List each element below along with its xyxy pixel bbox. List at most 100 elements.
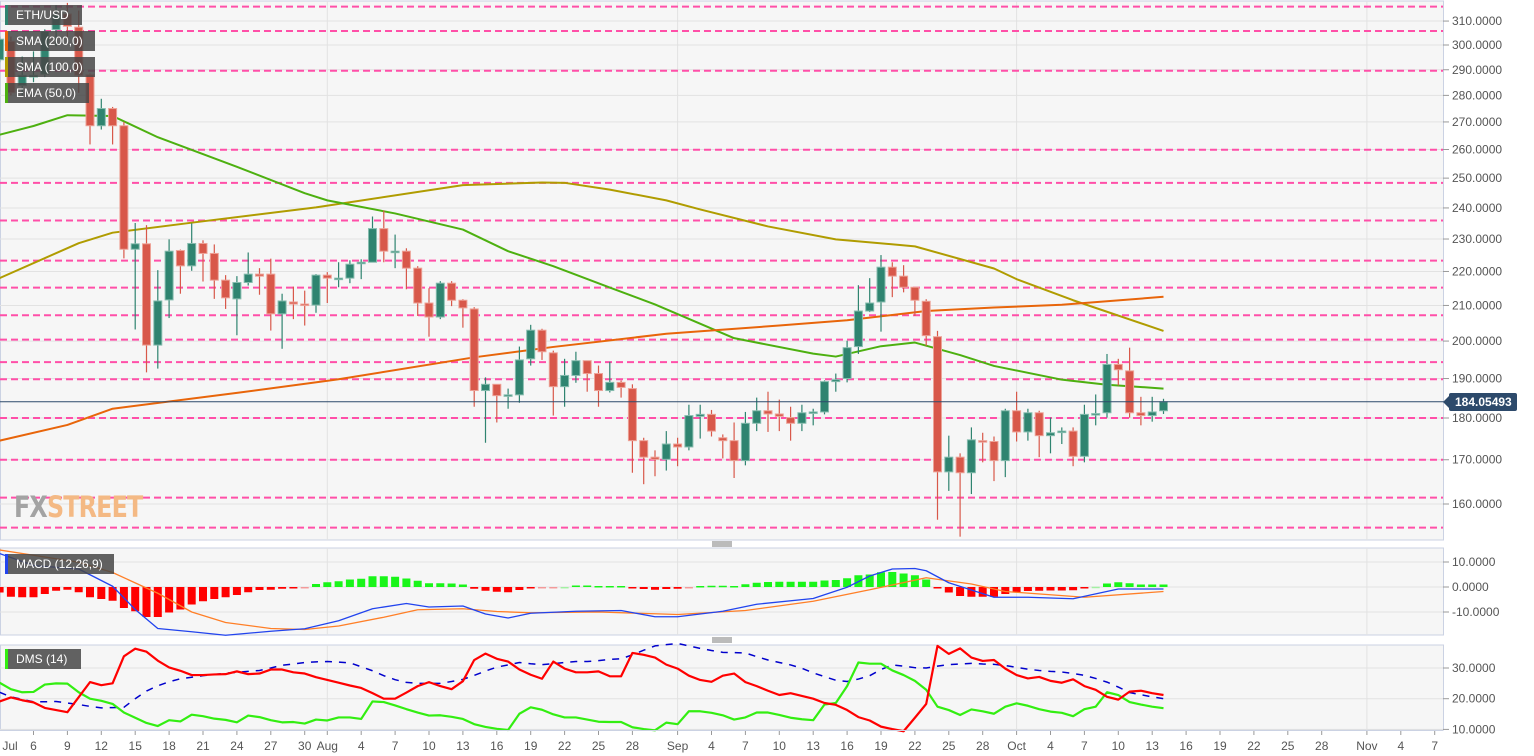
macd-histogram-bar[interactable] <box>809 581 818 587</box>
candle[interactable] <box>797 404 807 432</box>
macd-histogram-bar[interactable] <box>199 587 207 602</box>
macd-histogram-bar[interactable] <box>990 587 998 597</box>
macd-histogram-bar[interactable] <box>1069 587 1078 591</box>
macd-histogram-bar[interactable] <box>470 587 479 589</box>
macd-histogram-bar[interactable] <box>696 586 705 588</box>
candle[interactable] <box>842 340 852 383</box>
candle[interactable] <box>853 285 863 354</box>
macd-line[interactable] <box>0 552 1164 636</box>
candle[interactable] <box>277 293 287 349</box>
macd-histogram-bar[interactable] <box>1159 584 1168 588</box>
candle[interactable] <box>334 262 344 288</box>
macd-histogram-bar[interactable] <box>526 587 535 589</box>
candle[interactable] <box>288 286 298 320</box>
macd-histogram-bar[interactable] <box>391 576 400 587</box>
candle[interactable] <box>492 383 502 423</box>
macd-histogram-bar[interactable] <box>560 587 569 589</box>
candle[interactable] <box>537 328 547 360</box>
candle[interactable] <box>1102 353 1112 418</box>
dms-panel[interactable] <box>0 644 1444 731</box>
candle[interactable] <box>153 270 163 369</box>
macd-histogram-bar[interactable] <box>956 587 965 596</box>
macd-histogram-bar[interactable] <box>786 581 795 587</box>
candle[interactable] <box>300 290 310 326</box>
candle[interactable] <box>1046 417 1055 454</box>
ema50-line[interactable] <box>0 114 1164 390</box>
candle[interactable] <box>447 281 457 307</box>
macd-histogram-bar[interactable] <box>1080 587 1089 589</box>
candle[interactable] <box>0 36 5 63</box>
candle[interactable] <box>1023 408 1033 441</box>
macd-histogram-bar[interactable] <box>764 582 772 587</box>
macd-histogram-bar[interactable] <box>97 587 106 599</box>
macd-histogram-bar[interactable] <box>571 585 580 588</box>
candle[interactable] <box>808 408 818 426</box>
macd-histogram-bar[interactable] <box>52 587 61 591</box>
candle[interactable] <box>740 411 750 466</box>
candle[interactable] <box>774 399 784 432</box>
macd-histogram-bar[interactable] <box>1136 584 1145 588</box>
candle[interactable] <box>221 275 231 309</box>
candle[interactable] <box>424 288 434 337</box>
macd-histogram-bar[interactable] <box>436 583 445 587</box>
candle[interactable] <box>865 278 875 313</box>
candle[interactable] <box>458 299 468 328</box>
macd-histogram-bar[interactable] <box>29 587 38 598</box>
macd-histogram-bar[interactable] <box>1091 586 1100 589</box>
candle[interactable] <box>1091 394 1101 426</box>
candle[interactable] <box>707 409 716 437</box>
macd-histogram-bar[interactable] <box>877 572 885 587</box>
legend-symbol[interactable]: ETH/USD <box>5 5 82 25</box>
macd-histogram-bar[interactable] <box>210 587 219 599</box>
candle[interactable] <box>661 431 671 471</box>
macd-histogram-bar[interactable] <box>221 587 230 598</box>
candle[interactable] <box>989 436 999 482</box>
candle[interactable] <box>955 453 965 537</box>
candle[interactable] <box>311 274 321 313</box>
macd-histogram-bar[interactable] <box>684 587 693 589</box>
candle[interactable] <box>435 281 445 320</box>
candle[interactable] <box>1147 396 1157 422</box>
macd-histogram-bar[interactable] <box>707 585 716 588</box>
candle[interactable] <box>1012 391 1022 442</box>
macd-histogram-bar[interactable] <box>153 587 162 617</box>
candle[interactable] <box>627 384 637 473</box>
candle[interactable] <box>594 365 603 407</box>
macd-histogram-bar[interactable] <box>447 583 456 588</box>
macd-histogram-bar[interactable] <box>899 573 908 588</box>
macd-histogram-bar[interactable] <box>255 587 264 590</box>
candle[interactable] <box>266 258 276 331</box>
macd-histogram-bar[interactable] <box>775 581 784 587</box>
candle[interactable] <box>390 234 400 269</box>
candle[interactable] <box>243 252 253 286</box>
candle[interactable] <box>345 260 355 284</box>
dms-red-line[interactable] <box>0 644 1164 733</box>
legend-ema50[interactable]: EMA (50,0) <box>5 83 89 103</box>
macd-histogram-bar[interactable] <box>300 587 309 589</box>
macd-histogram-bar[interactable] <box>617 586 626 588</box>
macd-histogram-bar[interactable] <box>730 586 739 588</box>
candle[interactable] <box>175 249 185 294</box>
macd-histogram-bar[interactable] <box>492 587 501 592</box>
macd-histogram-bar[interactable] <box>1001 587 1010 594</box>
candle[interactable] <box>255 268 264 295</box>
candle[interactable] <box>548 350 558 416</box>
macd-signal-line[interactable] <box>0 549 1164 631</box>
legend-sma200[interactable]: SMA (200,0) <box>5 31 95 51</box>
candle[interactable] <box>209 244 219 299</box>
candle[interactable] <box>413 266 423 316</box>
candle[interactable] <box>142 225 151 373</box>
candle[interactable] <box>401 248 411 290</box>
candle[interactable] <box>514 346 524 403</box>
macd-histogram-bar[interactable] <box>741 584 750 587</box>
candle[interactable] <box>368 216 377 263</box>
macd-histogram-bar[interactable] <box>831 580 840 587</box>
candle[interactable] <box>1000 408 1010 478</box>
macd-histogram-bar[interactable] <box>368 576 377 587</box>
candle[interactable] <box>526 324 536 366</box>
candle[interactable] <box>921 299 931 346</box>
macd-histogram-bar[interactable] <box>74 587 83 593</box>
macd-histogram-bar[interactable] <box>639 587 648 589</box>
macd-histogram-bar[interactable] <box>515 587 524 590</box>
macd-histogram-bar[interactable] <box>334 581 343 587</box>
